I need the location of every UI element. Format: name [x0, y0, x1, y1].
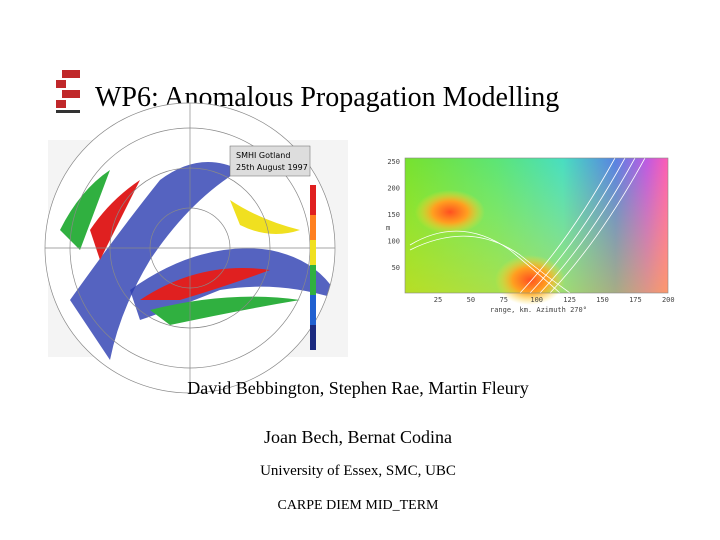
- y-tick-label: 50: [392, 264, 400, 272]
- x-tick-label: 75: [500, 296, 508, 304]
- authors: David Bebbington, Stephen Rae, Martin Fl…: [187, 378, 528, 398]
- x-tick-label: 100: [530, 296, 543, 304]
- y-tick-label: 150: [387, 211, 400, 219]
- y-tick-label: 100: [387, 238, 400, 246]
- x-tick-label: 125: [563, 296, 576, 304]
- footer: CARPE DIEM MID_TERM: [277, 498, 439, 513]
- radar-caption: 25th August 1997: [236, 163, 308, 172]
- y-axis-label: m: [386, 224, 390, 232]
- x-tick-label: 150: [596, 296, 609, 304]
- authors: Joan Bech, Bernat Codina: [264, 427, 452, 447]
- propagation-plot: m range, km. Azimuth 270° 250 200 150 100 50…: [386, 157, 675, 314]
- x-tick-label: 25: [434, 296, 442, 304]
- radar-caption: SMHI Gotland: [236, 151, 290, 160]
- y-tick-label: 200: [387, 185, 400, 193]
- radar-image: SMHI Gotland 25th August 1997: [44, 102, 348, 394]
- affiliation: University of Essex, SMC, UBC: [260, 463, 456, 479]
- x-tick-label: 50: [467, 296, 475, 304]
- x-tick-label: 200: [662, 296, 675, 304]
- logo: [56, 70, 80, 113]
- y-tick-label: 250: [387, 158, 400, 166]
- x-axis-label: range, km. Azimuth 270°: [490, 306, 587, 314]
- x-tick-label: 175: [629, 296, 642, 304]
